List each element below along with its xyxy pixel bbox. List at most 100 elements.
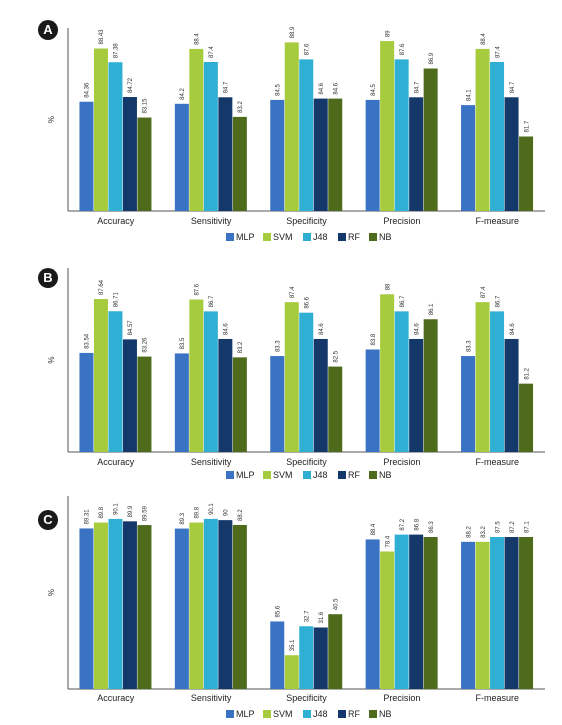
value-label: 87.4 <box>481 286 487 298</box>
value-label: 84.36 <box>85 82 91 98</box>
panel-b: B % 83.54 87.64 86.71 84.57 83.26 Accuracy 83.5… <box>0 248 562 490</box>
bar-mlp-specificity <box>270 621 285 689</box>
value-label: 88.2 <box>466 525 472 537</box>
x-tick-label: Sensitivity <box>191 693 232 703</box>
bar-j48-sensitivity <box>203 61 218 211</box>
value-label: 86.1 <box>429 303 435 315</box>
bar-svm-precision <box>380 294 395 452</box>
bar-nb-specificity <box>328 366 343 452</box>
x-tick-label: Precision <box>383 693 420 703</box>
bar-svm-specificity <box>284 655 299 689</box>
chart-b: % 83.54 87.64 86.71 84.57 83.26 Accuracy 83.5 87… <box>47 268 545 480</box>
bar-nb-sensitivity <box>232 116 247 211</box>
bar-nb-precision <box>423 319 438 452</box>
value-label: 87.2 <box>400 518 406 530</box>
x-tick-label: F-measure <box>476 216 520 226</box>
value-label: 83.2 <box>238 341 244 353</box>
legend-label-j48: J48 <box>313 232 328 242</box>
value-label: 84.5 <box>371 84 377 96</box>
bar-nb-precision <box>423 537 438 689</box>
bar-svm-specificity <box>284 302 299 452</box>
bar-j48-f-measure <box>490 311 505 452</box>
value-label: 89.8 <box>99 506 105 518</box>
panel-badge-b: B <box>38 268 58 288</box>
bar-nb-precision <box>423 68 438 212</box>
value-label: 81.2 <box>524 367 530 379</box>
bar-rf-accuracy <box>122 521 137 689</box>
value-label: 87.1 <box>524 521 530 533</box>
bar-svm-f-measure <box>475 48 490 211</box>
value-label: 89.31 <box>85 509 91 525</box>
value-label: 31.6 <box>319 611 325 623</box>
bar-nb-accuracy <box>137 117 152 211</box>
bar-rf-precision <box>409 338 424 452</box>
value-label: 87.4 <box>495 46 501 58</box>
bar-svm-accuracy <box>93 522 108 689</box>
value-label: 32.7 <box>305 610 311 622</box>
bar-rf-accuracy <box>122 339 137 452</box>
value-label: 87.6 <box>195 283 201 295</box>
value-label: 88.4 <box>195 33 201 45</box>
legend-label-nb: NB <box>379 709 392 719</box>
legend-swatch-nb <box>369 710 377 718</box>
bar-svm-precision <box>380 41 395 212</box>
x-tick-label: Specificity <box>286 216 327 226</box>
bar-nb-specificity <box>328 614 343 689</box>
legend-swatch-rf <box>338 471 346 479</box>
bar-nb-accuracy <box>137 356 152 452</box>
value-label: 84.1 <box>466 89 472 101</box>
y-axis-title: % <box>47 356 56 363</box>
bar-nb-f-measure <box>519 136 534 211</box>
bar-mlp-precision <box>365 539 380 689</box>
value-label: 86.7 <box>400 295 406 307</box>
x-tick-label: Precision <box>383 216 420 226</box>
value-label: 87.6 <box>400 43 406 55</box>
value-label: 86.9 <box>429 52 435 64</box>
value-label: 83.26 <box>143 337 149 353</box>
value-label: 87.64 <box>99 279 105 295</box>
value-label: 40.5 <box>334 598 340 610</box>
bar-mlp-specificity <box>270 99 285 211</box>
bar-mlp-accuracy <box>79 101 94 211</box>
value-label: 35.1 <box>290 639 296 651</box>
bar-nb-specificity <box>328 98 343 211</box>
legend-swatch-rf <box>338 233 346 241</box>
bar-svm-precision <box>380 551 395 689</box>
x-tick-label: F-measure <box>476 693 520 703</box>
bar-rf-accuracy <box>122 97 137 211</box>
panel-badge-a: A <box>38 20 58 40</box>
legend-label-rf: RF <box>348 709 360 719</box>
bar-rf-specificity <box>313 338 328 452</box>
legend-label-j48: J48 <box>313 470 328 480</box>
bar-rf-sensitivity <box>218 97 233 211</box>
bar-mlp-sensitivity <box>174 528 189 689</box>
legend-label-mlp: MLP <box>236 709 255 719</box>
bar-j48-precision <box>394 311 409 452</box>
value-label: 83.2 <box>238 101 244 113</box>
bar-j48-sensitivity <box>203 311 218 452</box>
legend-label-j48: J48 <box>313 709 328 719</box>
value-label: 87.5 <box>495 521 501 533</box>
legend-swatch-rf <box>338 710 346 718</box>
value-label: 84.7 <box>414 81 420 93</box>
bar-rf-f-measure <box>504 338 519 452</box>
bar-mlp-f-measure <box>461 105 476 211</box>
bar-j48-accuracy <box>108 518 123 689</box>
value-label: 84.6 <box>414 323 420 335</box>
value-label: 83.2 <box>481 525 487 537</box>
bar-svm-accuracy <box>93 48 108 212</box>
x-tick-label: Precision <box>383 457 420 467</box>
bar-rf-precision <box>409 534 424 689</box>
value-label: 84.7 <box>224 81 230 93</box>
legend-label-nb: NB <box>379 232 392 242</box>
bar-j48-f-measure <box>490 537 505 689</box>
bar-j48-specificity <box>299 312 314 452</box>
legend-swatch-mlp <box>226 710 234 718</box>
bar-j48-accuracy <box>108 311 123 452</box>
value-label: 88.4 <box>481 33 487 45</box>
value-label: 84.6 <box>334 82 340 94</box>
value-label: 85.6 <box>276 605 282 617</box>
value-label: 86.8 <box>414 518 420 530</box>
bar-nb-accuracy <box>137 525 152 689</box>
panel-badge-c: C <box>38 510 58 530</box>
